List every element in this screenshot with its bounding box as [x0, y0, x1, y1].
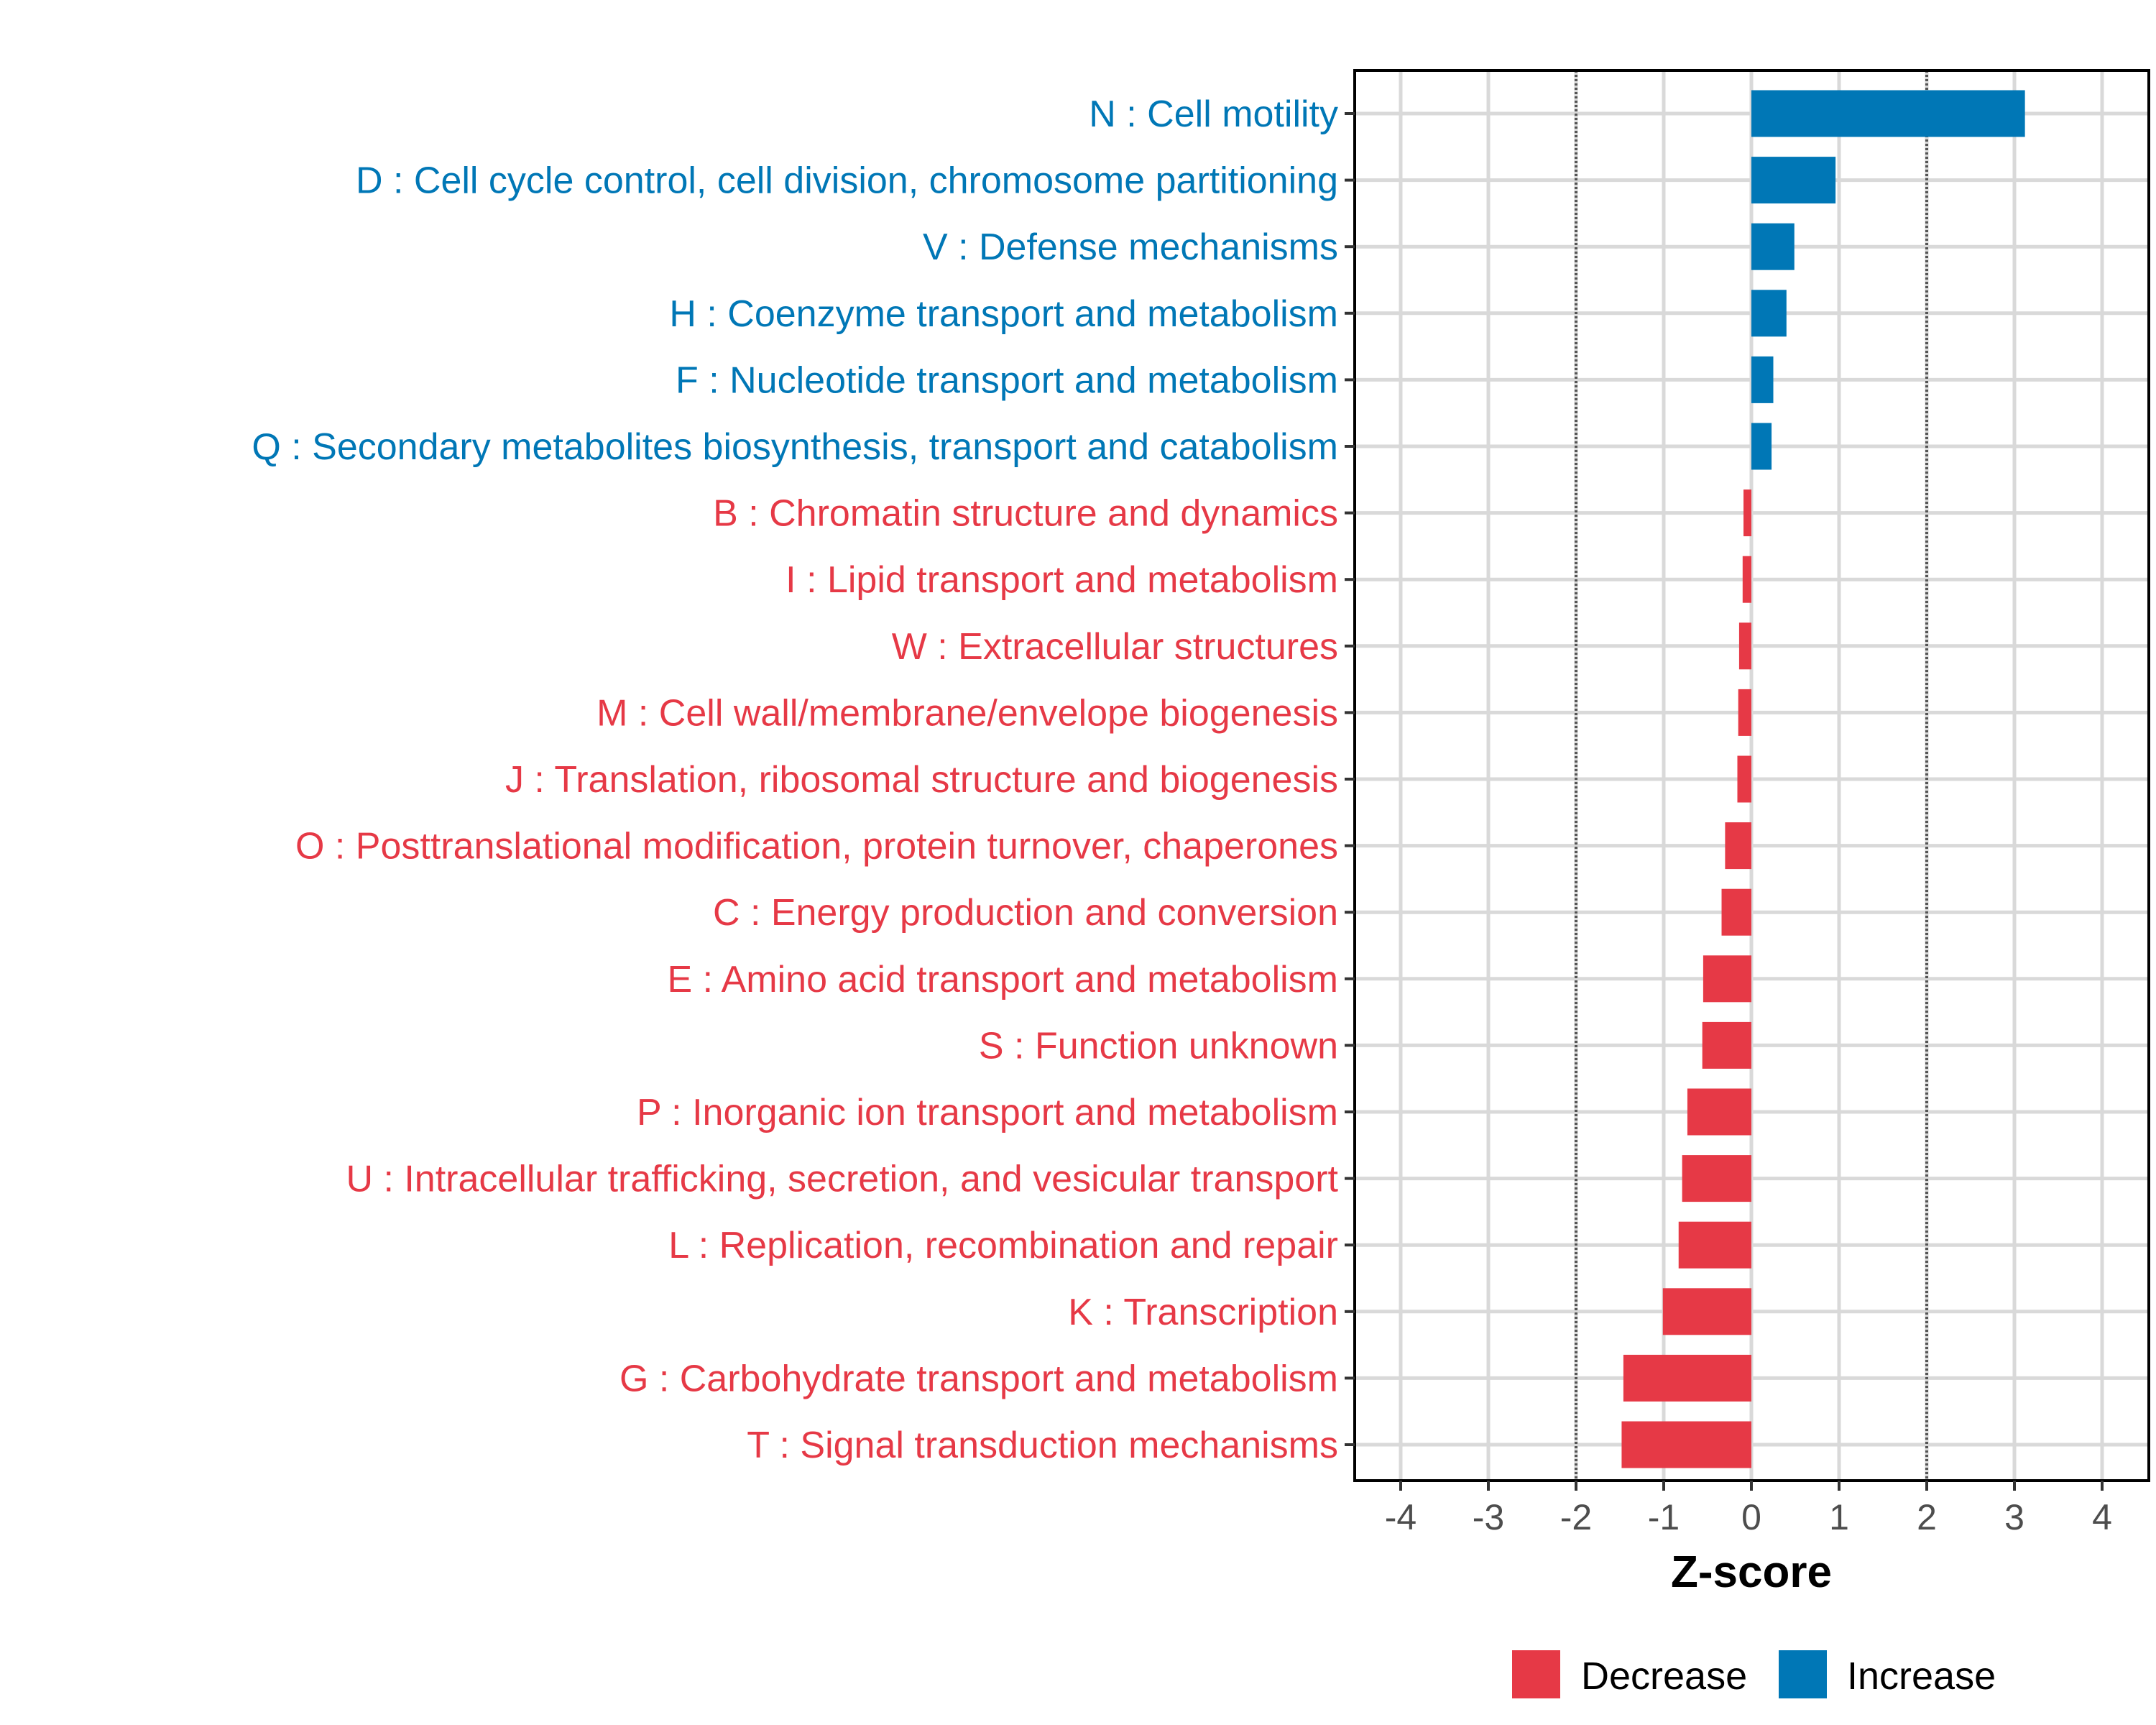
- bar: [1751, 223, 1795, 270]
- x-tick-label: 3: [2004, 1497, 2024, 1537]
- x-axis-title: Z-score: [1671, 1547, 1832, 1597]
- x-tick-label: -4: [1385, 1497, 1416, 1537]
- bar: [1742, 556, 1751, 603]
- bars: [1621, 90, 2025, 1468]
- category-label: U : Intracellular trafficking, secretion…: [346, 1159, 1338, 1200]
- x-tick-label: -2: [1560, 1497, 1592, 1537]
- bar: [1721, 888, 1751, 936]
- category-label: L : Replication, recombination and repai…: [668, 1225, 1338, 1266]
- bar: [1751, 90, 2025, 137]
- bar: [1702, 1021, 1751, 1069]
- legend-swatch-decrease: [1512, 1650, 1560, 1698]
- category-label: D : Cell cycle control, cell division, c…: [356, 160, 1338, 202]
- category-label: H : Coenzyme transport and metabolism: [669, 293, 1338, 335]
- category-label: W : Extracellular structures: [892, 626, 1338, 668]
- bar: [1751, 423, 1772, 470]
- bar: [1743, 489, 1751, 537]
- category-label: B : Chromatin structure and dynamics: [713, 493, 1338, 535]
- bar: [1751, 356, 1774, 403]
- x-tick-label: 2: [1917, 1497, 1937, 1537]
- bar: [1687, 1088, 1751, 1136]
- legend-label-increase: Increase: [1847, 1655, 1996, 1698]
- legend: Decrease Increase: [1512, 1650, 1996, 1698]
- bar: [1738, 689, 1751, 736]
- category-label: K : Transcription: [1068, 1292, 1338, 1333]
- bar: [1682, 1155, 1751, 1202]
- legend-label-decrease: Decrease: [1581, 1655, 1747, 1698]
- bar: [1703, 955, 1751, 1003]
- category-label: N : Cell motility: [1089, 93, 1338, 135]
- category-label: V : Defense mechanisms: [923, 226, 1338, 268]
- legend-swatch-increase: [1779, 1650, 1827, 1698]
- bar: [1678, 1221, 1751, 1269]
- category-label: P : Inorganic ion transport and metaboli…: [637, 1092, 1338, 1133]
- x-tick-label: -3: [1473, 1497, 1504, 1537]
- category-label: C : Energy production and conversion: [713, 892, 1338, 934]
- bar: [1725, 822, 1751, 870]
- category-label: I : Lipid transport and metabolism: [786, 559, 1338, 601]
- bar: [1751, 157, 1836, 204]
- bar: [1738, 622, 1751, 670]
- category-label: E : Amino acid transport and metabolism: [667, 959, 1338, 1000]
- category-label: S : Function unknown: [979, 1025, 1338, 1067]
- x-axis-ticks: -4 -3 -2 -1 0 1 2 3 4: [1385, 1481, 2112, 1537]
- bar: [1751, 290, 1787, 337]
- x-tick-label: -1: [1648, 1497, 1680, 1537]
- reference-lines: [1575, 70, 1928, 1481]
- category-label: M : Cell wall/membrane/envelope biogenes…: [596, 692, 1338, 734]
- category-labels: N : Cell motility D : Cell cycle control,…: [252, 93, 1355, 1466]
- bar: [1662, 1288, 1751, 1335]
- category-label: T : Signal transduction mechanisms: [747, 1425, 1338, 1466]
- category-label: Q : Secondary metabolites biosynthesis, …: [252, 426, 1338, 468]
- category-label: F : Nucleotide transport and metabolism: [676, 359, 1338, 401]
- x-tick-label: 4: [2092, 1497, 2112, 1537]
- category-label: J : Translation, ribosomal structure and…: [505, 759, 1338, 801]
- bar: [1621, 1421, 1751, 1468]
- bar: [1623, 1354, 1751, 1402]
- x-tick-label: 1: [1829, 1497, 1849, 1537]
- x-tick-label: 0: [1741, 1497, 1761, 1537]
- bar: [1737, 755, 1751, 803]
- grid-lines: [1355, 70, 2149, 1481]
- category-label: G : Carbohydrate transport and metabolis…: [619, 1358, 1338, 1399]
- category-label: O : Posttranslational modification, prot…: [295, 826, 1338, 868]
